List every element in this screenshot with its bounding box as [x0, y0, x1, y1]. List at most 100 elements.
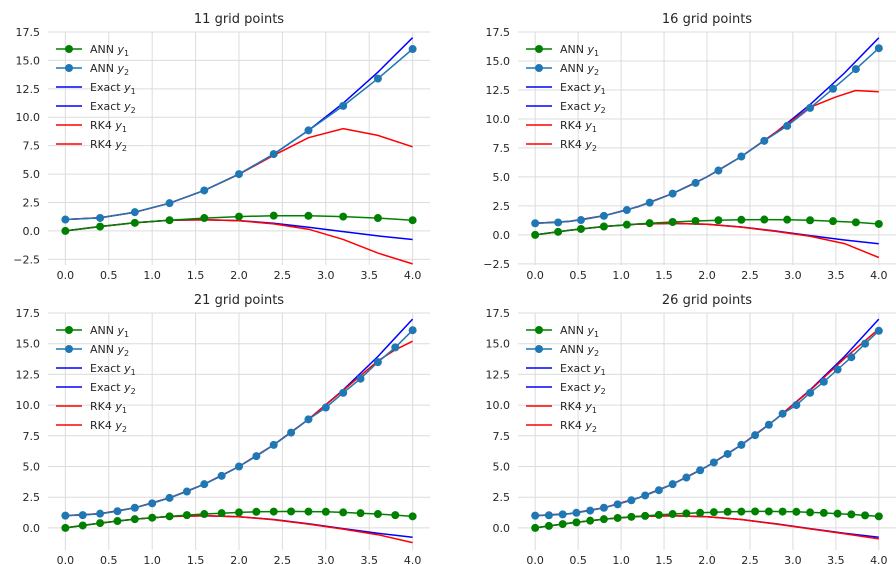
data-point-ann-y1: [577, 225, 585, 233]
y-tick-label: 5.0: [493, 171, 511, 184]
chart-panel-4: 0.0 0.5 1.0 1.5 2.0 2.5 3.0 3.5 4.0 0.0 2.5 5.0 7.5 1…: [486, 293, 896, 564]
data-point-ann-y2: [96, 510, 104, 518]
data-point-ann-y1: [714, 216, 722, 224]
data-point-ann-y1: [623, 221, 631, 229]
y-tick-label: 12.5: [16, 83, 41, 96]
data-point-ann-y2: [545, 511, 553, 519]
data-point-ann-y2: [714, 167, 722, 175]
data-point-ann-y2: [737, 152, 745, 160]
legend-label: ANN y2: [90, 343, 129, 358]
data-point-ann-y1: [829, 217, 837, 225]
legend-label: Exact y2: [90, 100, 136, 115]
legend-label: Exact y1: [560, 362, 606, 377]
data-point-ann-y1: [235, 213, 243, 221]
legend-marker: [65, 345, 73, 353]
data-point-ann-y2: [96, 214, 104, 222]
data-point-ann-y1: [166, 216, 174, 224]
legend-label: ANN y1: [560, 43, 599, 58]
data-point-ann-y1: [792, 508, 800, 516]
data-point-ann-y1: [374, 214, 382, 222]
data-point-ann-y2: [270, 441, 278, 449]
y-tick-label: 2.5: [493, 200, 511, 213]
data-point-ann-y2: [852, 65, 860, 73]
legend-label: RK4 y2: [90, 419, 127, 434]
data-point-ann-y1: [148, 514, 156, 522]
data-point-ann-y1: [586, 517, 594, 525]
data-point-ann-y2: [357, 375, 365, 383]
data-point-ann-y2: [779, 410, 787, 418]
data-point-ann-y1: [737, 216, 745, 224]
data-point-ann-y2: [322, 404, 330, 412]
data-point-ann-y1: [737, 508, 745, 516]
data-point-ann-y1: [834, 510, 842, 518]
legend-label: ANN y1: [560, 324, 599, 339]
y-tick-label: 12.5: [486, 368, 511, 381]
y-tick-label: 7.5: [493, 430, 511, 443]
data-point-ann-y1: [200, 510, 208, 518]
chart-title: 11 grid points: [194, 12, 284, 27]
legend-label: Exact y1: [560, 81, 606, 96]
data-point-ann-y2: [200, 480, 208, 488]
y-tick-label: 12.5: [486, 84, 511, 97]
data-point-ann-y1: [357, 509, 365, 517]
data-point-ann-y1: [600, 515, 608, 523]
data-point-ann-y2: [131, 504, 139, 512]
data-point-ann-y2: [586, 507, 594, 515]
chart-title: 16 grid points: [662, 12, 752, 27]
legend-marker: [65, 326, 73, 334]
data-point-ann-y2: [623, 206, 631, 214]
data-point-ann-y1: [627, 513, 635, 521]
data-point-ann-y1: [304, 212, 312, 220]
y-tick-label: 10.0: [486, 113, 511, 126]
data-point-ann-y1: [696, 509, 704, 517]
data-point-ann-y2: [339, 102, 347, 110]
y-tick-label: 17.5: [486, 26, 511, 39]
data-point-ann-y2: [304, 415, 312, 423]
legend-label: RK4 y1: [560, 119, 597, 134]
x-tick-label: 0.5: [569, 554, 587, 564]
legend-label: ANN y2: [560, 343, 599, 358]
data-point-ann-y2: [627, 496, 635, 504]
data-point-ann-y1: [79, 521, 87, 529]
x-tick-label: 2.5: [741, 554, 759, 564]
data-point-ann-y1: [235, 508, 243, 516]
data-point-ann-y1: [218, 509, 226, 517]
y-tick-label: 17.5: [486, 307, 511, 320]
y-tick-label: 10.0: [486, 399, 511, 412]
data-point-ann-y2: [166, 199, 174, 207]
x-tick-label: 1.5: [187, 269, 205, 282]
y-tick-label: 0.0: [23, 225, 41, 238]
data-point-ann-y2: [531, 219, 539, 227]
x-tick-label: 0.0: [57, 269, 75, 282]
data-point-ann-y1: [806, 216, 814, 224]
y-tick-label: 7.5: [23, 140, 41, 153]
data-point-ann-y2: [692, 179, 700, 187]
chart-title: 26 grid points: [662, 293, 752, 308]
x-tick-label: 2.0: [230, 269, 248, 282]
data-point-ann-y2: [737, 441, 745, 449]
y-tick-label: 0.0: [493, 522, 511, 535]
x-tick-label: 0.5: [100, 554, 118, 564]
y-tick-label: 17.5: [16, 307, 41, 320]
data-point-ann-y2: [61, 216, 69, 224]
x-tick-label: 2.0: [698, 269, 716, 282]
x-tick-label: 0.0: [57, 554, 75, 564]
data-point-ann-y2: [792, 401, 800, 409]
legend-label: RK4 y2: [560, 419, 597, 434]
data-point-ann-y1: [820, 509, 828, 517]
data-point-ann-y1: [554, 228, 562, 236]
legend-label: RK4 y2: [560, 138, 597, 153]
data-point-ann-y1: [374, 510, 382, 518]
data-point-ann-y1: [779, 508, 787, 516]
legend: ANN y1 ANN y2 Exact y1 Exact y2 RK4 y1 RK4 y2: [526, 43, 606, 153]
y-tick-label: 2.5: [23, 491, 41, 504]
x-tick-label: 1.0: [143, 269, 161, 282]
legend: ANN y1 ANN y2 Exact y1 Exact y2 RK4 y1 RK4 y2: [56, 43, 136, 153]
data-point-ann-y2: [287, 429, 295, 437]
x-tick-label: 2.5: [741, 269, 759, 282]
legend-label: ANN y2: [560, 62, 599, 77]
data-point-ann-y1: [875, 220, 883, 228]
data-point-ann-y2: [655, 486, 663, 494]
x-tick-label: 0.0: [526, 554, 544, 564]
data-point-ann-y2: [577, 216, 585, 224]
